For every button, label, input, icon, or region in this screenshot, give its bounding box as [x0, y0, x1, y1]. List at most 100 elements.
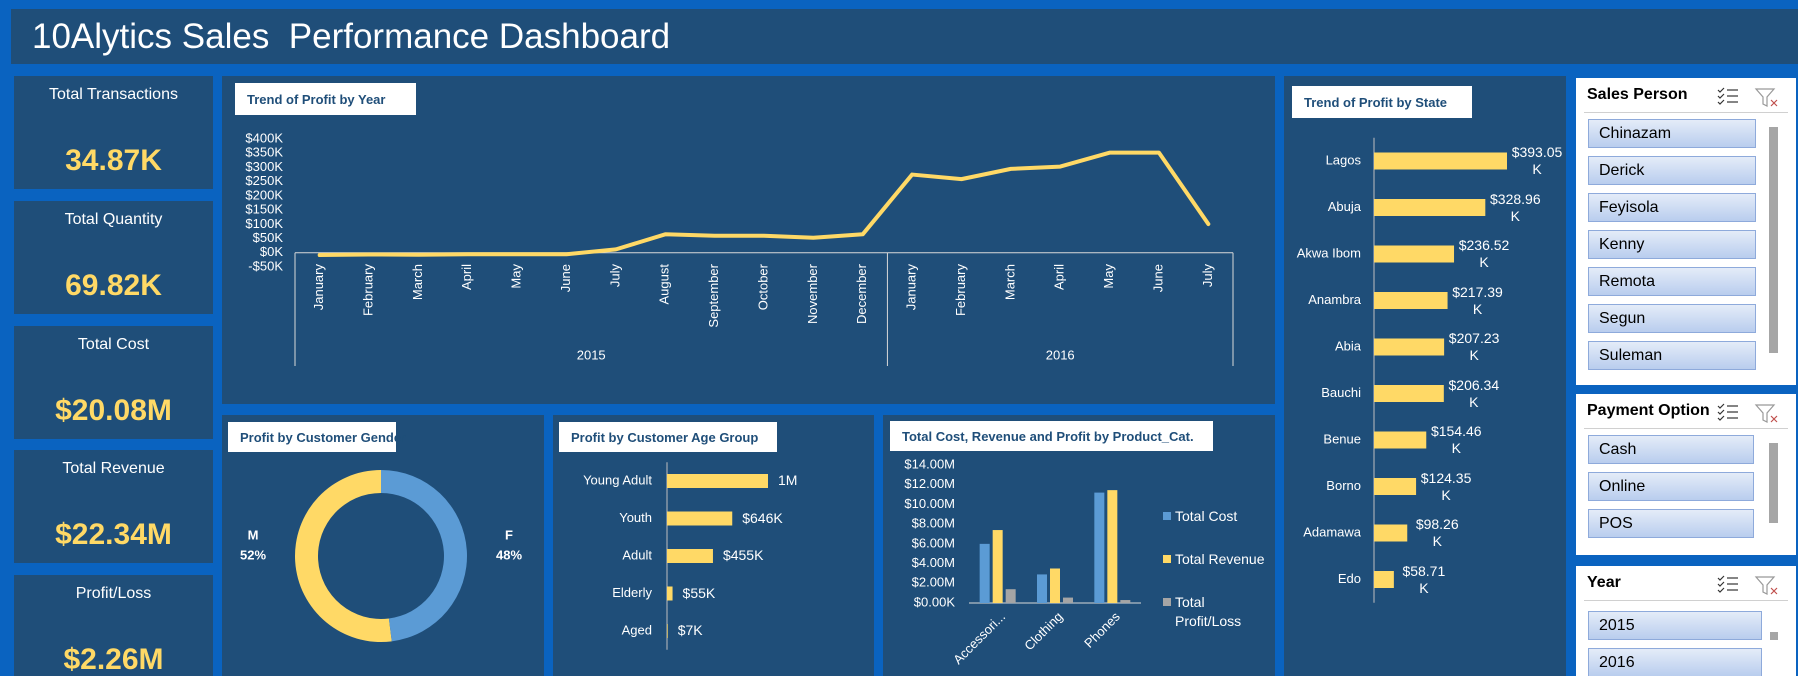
category-label: Benue — [1323, 431, 1361, 446]
slicer-item[interactable]: Kenny — [1588, 230, 1756, 259]
scrollbar — [1770, 632, 1778, 640]
legend-swatch — [1163, 555, 1171, 563]
chart-title: Trend of Profit by Year — [235, 83, 416, 115]
x-tick-label: January — [904, 264, 919, 311]
slice-category: M — [248, 527, 259, 542]
x-tick-label: May — [509, 264, 524, 289]
category-label: Lagos — [1326, 152, 1362, 167]
y-tick-label: $250K — [245, 173, 283, 188]
value-label: $236.52K — [1458, 237, 1510, 270]
category-label: Aged — [622, 622, 652, 637]
slicer-item[interactable]: Online — [1588, 472, 1754, 501]
value-label: 1M — [778, 472, 798, 488]
kpi-value: 34.87K — [65, 144, 162, 177]
bar — [667, 624, 668, 638]
bar — [1374, 385, 1444, 402]
category-label: Youth — [619, 510, 652, 525]
kpi-value: 69.82K — [65, 269, 162, 302]
category-label: Adult — [622, 547, 652, 562]
category-label: Bauchi — [1321, 385, 1361, 400]
header: 10Alytics Sales Performance Dashboard — [11, 9, 1798, 64]
slicer-icons — [1717, 575, 1778, 595]
slicer-icons — [1717, 87, 1778, 107]
slicer-item[interactable]: POS — [1588, 509, 1754, 538]
y-tick-label: $2.00M — [912, 575, 955, 590]
bar — [1037, 574, 1047, 603]
x-tick-label: November — [805, 263, 820, 324]
legend-swatch — [1163, 512, 1171, 520]
category-label: Abuja — [1328, 199, 1362, 214]
slicer-item[interactable]: Remota — [1588, 267, 1756, 296]
value-label: $207.23K — [1448, 330, 1500, 363]
kpi-card: Total Quantity 69.82K — [14, 201, 213, 314]
value-label: $55K — [682, 584, 716, 601]
slicer-item[interactable]: Segun — [1588, 304, 1756, 333]
product-panel: $0.00K $2.00M $4.00M $6.00M $8.00M $10.00M $12… — [883, 415, 1275, 676]
x-tick-label: April — [1052, 264, 1067, 290]
multi-select-icon — [1717, 87, 1725, 93]
x-tick-label: December — [854, 263, 869, 324]
kpi-label: Total Cost — [77, 336, 150, 353]
x-tick-label: September — [706, 263, 721, 327]
value-label: $58.71K — [1402, 562, 1446, 596]
slicer-item[interactable]: Derick — [1588, 156, 1756, 185]
x-tick-label: March — [1002, 264, 1017, 300]
scrollbar — [1769, 127, 1778, 353]
slicer-item[interactable]: Cash — [1588, 435, 1754, 464]
category-label: Elderly — [612, 585, 652, 600]
bar — [1374, 478, 1417, 495]
kpi-label: Total Quantity — [64, 211, 163, 228]
kpi-label: Total Transactions — [49, 86, 178, 103]
gender-panel: M 52% F 48% Profit by Customer Gender — [222, 415, 544, 676]
y-tick-label: $350K — [245, 145, 283, 160]
clear-filter-icon — [1754, 88, 1776, 107]
donut-slice — [381, 470, 468, 642]
state-panel: Lagos Abuja Akwa Ibom Anambra Abia Bauchi Benu… — [1284, 76, 1566, 676]
x-tick-label: February — [953, 264, 968, 317]
slice-label: 48% — [496, 547, 522, 562]
multi-select-icon — [1717, 93, 1725, 99]
slicer-title: Year — [1587, 574, 1621, 591]
value-label: $124.35K — [1420, 469, 1472, 503]
bar — [667, 474, 768, 488]
slice-label: 52% — [240, 547, 266, 562]
y-tick-label: $14.00M — [904, 456, 955, 471]
slicer: Sales Person Chinazam Derick Feyisola Kenny R… — [1576, 78, 1796, 385]
kpi-card: Total Cost $20.08M — [14, 326, 213, 439]
kpi-label: Total Revenue — [62, 460, 165, 477]
scrollbar — [1769, 443, 1778, 523]
value-label: $217.39K — [1452, 283, 1503, 317]
chart-title: Total Cost, Revenue and Profit by Produc… — [890, 421, 1213, 451]
x-tick-label: February — [360, 264, 375, 317]
age-group-panel: Young Adult Youth Adult Elderly Aged 1M $646K $… — [553, 415, 874, 676]
category-label: Edo — [1338, 571, 1361, 586]
x-tick-label: Accessori... — [950, 609, 1008, 667]
group-label: 2016 — [1046, 347, 1075, 362]
scrollbar — [1769, 619, 1778, 644]
slicer-item[interactable]: 2015 — [1588, 611, 1762, 640]
category-label: Adamawa — [1303, 524, 1362, 539]
x-tick-label: Clothing — [1021, 609, 1065, 653]
slicer-item[interactable]: Feyisola — [1588, 193, 1756, 222]
line-chart: -$50K$0K$50K$100K$150K$200K$250K$300K$35… — [245, 130, 1234, 366]
legend-label: Total Cost — [1175, 508, 1238, 524]
x-tick-label: January — [311, 264, 326, 311]
value-label: $646K — [742, 509, 783, 526]
bar — [979, 543, 990, 603]
y-tick-label: $12.00M — [904, 476, 955, 491]
slicer-item[interactable]: Suleman — [1588, 341, 1756, 370]
clear-filter-icon — [1770, 99, 1778, 107]
category-label: Abia — [1335, 338, 1362, 353]
slicer-item[interactable]: Chinazam — [1588, 119, 1756, 148]
legend-label: Total Profit/Loss — [1175, 594, 1242, 629]
kpi-card: Total Transactions 34.87K — [14, 76, 213, 189]
slice-category: F — [505, 527, 513, 542]
kpi-card: Profit/Loss $2.26M — [14, 575, 213, 676]
value-label: $7K — [677, 622, 703, 638]
x-tick-label: May — [1101, 264, 1116, 289]
multi-select-icon — [1717, 587, 1725, 593]
slicer-item[interactable]: 2016 — [1588, 648, 1762, 676]
y-tick-label: $150K — [245, 202, 283, 217]
kpi-card: Total Revenue $22.34M — [14, 450, 213, 563]
slicer-divider — [1584, 428, 1788, 429]
